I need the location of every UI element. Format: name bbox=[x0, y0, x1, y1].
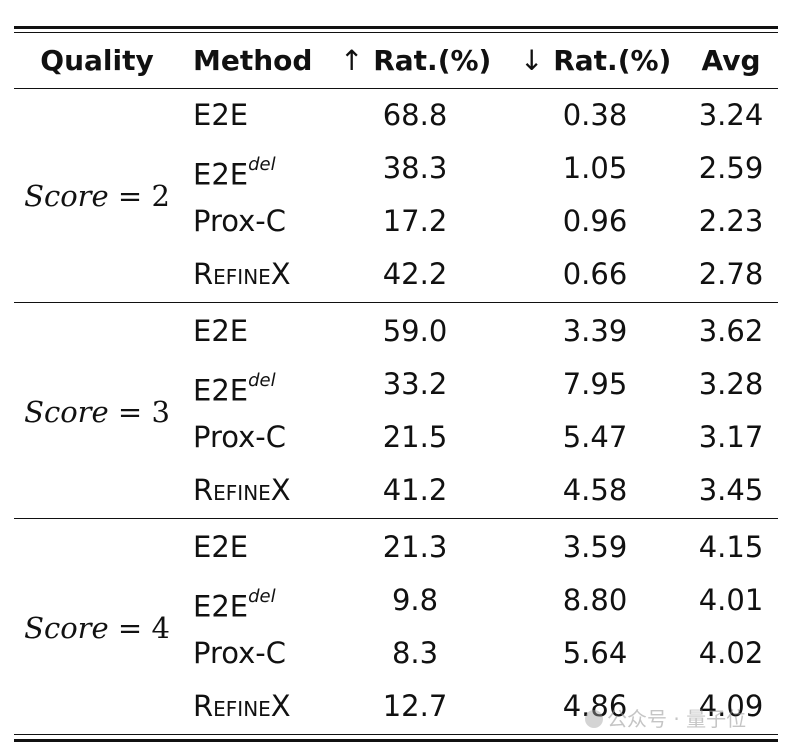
top-rule-inner bbox=[14, 32, 778, 33]
method-name: Prox-C bbox=[193, 420, 286, 454]
method-name: E2E bbox=[193, 98, 249, 132]
up-rate-value: 17.2 bbox=[382, 204, 448, 238]
up-rate-value: 42.2 bbox=[382, 257, 448, 291]
group-rule-2 bbox=[14, 518, 778, 519]
avg-value: 3.24 bbox=[698, 98, 764, 132]
header-down-rate-label: Rat.(%) bbox=[553, 44, 672, 77]
method-name: Prox-C bbox=[193, 636, 286, 670]
watermark-text: 公众号 · 量子位 bbox=[607, 707, 747, 731]
up-rate-value: 9.8 bbox=[391, 583, 439, 617]
avg-value: 2.59 bbox=[698, 151, 764, 185]
up-rate-value: 21.3 bbox=[382, 530, 448, 564]
down-rate-value: 0.38 bbox=[562, 98, 628, 132]
header-up-rate-label: Rat.(%) bbox=[373, 44, 492, 77]
header-down-rate: ↓ Rat.(%) bbox=[520, 34, 672, 87]
up-rate-value: 33.2 bbox=[382, 367, 448, 401]
method-name: RefineX bbox=[193, 689, 291, 723]
avg-value: 2.78 bbox=[698, 257, 764, 291]
avg-value: 4.02 bbox=[698, 636, 764, 670]
wechat-icon bbox=[585, 710, 603, 728]
top-rule-outer bbox=[14, 26, 778, 29]
up-rate-value: 38.3 bbox=[382, 151, 448, 185]
method-name: RefineX bbox=[193, 257, 291, 291]
down-rate-value: 5.64 bbox=[562, 636, 628, 670]
method-name: E2Edel bbox=[193, 370, 276, 408]
down-rate-value: 4.58 bbox=[562, 473, 628, 507]
up-arrow-icon: ↑ bbox=[340, 44, 364, 77]
down-rate-value: 5.47 bbox=[562, 420, 628, 454]
bottom-rule-outer bbox=[14, 739, 778, 742]
header-avg: Avg bbox=[701, 44, 761, 77]
method-name: E2E bbox=[193, 314, 249, 348]
quality-score-label: Score = 3 bbox=[24, 395, 170, 429]
avg-value: 3.28 bbox=[698, 367, 764, 401]
down-rate-value: 0.96 bbox=[562, 204, 628, 238]
method-name: E2E bbox=[193, 530, 249, 564]
down-rate-value: 8.80 bbox=[562, 583, 628, 617]
down-rate-value: 4.86 bbox=[562, 689, 628, 723]
up-rate-value: 12.7 bbox=[382, 689, 448, 723]
header-rule bbox=[14, 88, 778, 89]
up-rate-value: 8.3 bbox=[391, 636, 439, 670]
up-rate-value: 21.5 bbox=[382, 420, 448, 454]
up-rate-value: 68.8 bbox=[382, 98, 448, 132]
down-arrow-icon: ↓ bbox=[520, 44, 544, 77]
method-name: E2Edel bbox=[193, 154, 276, 192]
down-rate-value: 0.66 bbox=[562, 257, 628, 291]
method-name: Prox-C bbox=[193, 204, 286, 238]
avg-value: 3.62 bbox=[698, 314, 764, 348]
method-name: RefineX bbox=[193, 473, 291, 507]
down-rate-value: 3.59 bbox=[562, 530, 628, 564]
header-up-rate: ↑ Rat.(%) bbox=[340, 34, 492, 87]
avg-value: 3.45 bbox=[698, 473, 764, 507]
group-rule-1 bbox=[14, 302, 778, 303]
avg-value: 4.01 bbox=[698, 583, 764, 617]
down-rate-value: 1.05 bbox=[562, 151, 628, 185]
bottom-rule-inner bbox=[14, 734, 778, 735]
quality-score-label: Score = 2 bbox=[24, 179, 170, 213]
quality-score-label: Score = 4 bbox=[24, 611, 170, 645]
header-method: Method bbox=[193, 44, 313, 77]
avg-value: 3.17 bbox=[698, 420, 764, 454]
avg-value: 4.15 bbox=[698, 530, 764, 564]
up-rate-value: 59.0 bbox=[382, 314, 448, 348]
up-rate-value: 41.2 bbox=[382, 473, 448, 507]
down-rate-value: 7.95 bbox=[562, 367, 628, 401]
header-quality: Quality bbox=[40, 44, 154, 77]
avg-value: 4.09 bbox=[698, 689, 764, 723]
watermark: 公众号 · 量子位 bbox=[585, 703, 746, 732]
avg-value: 2.23 bbox=[698, 204, 764, 238]
down-rate-value: 3.39 bbox=[562, 314, 628, 348]
method-name: E2Edel bbox=[193, 586, 276, 624]
